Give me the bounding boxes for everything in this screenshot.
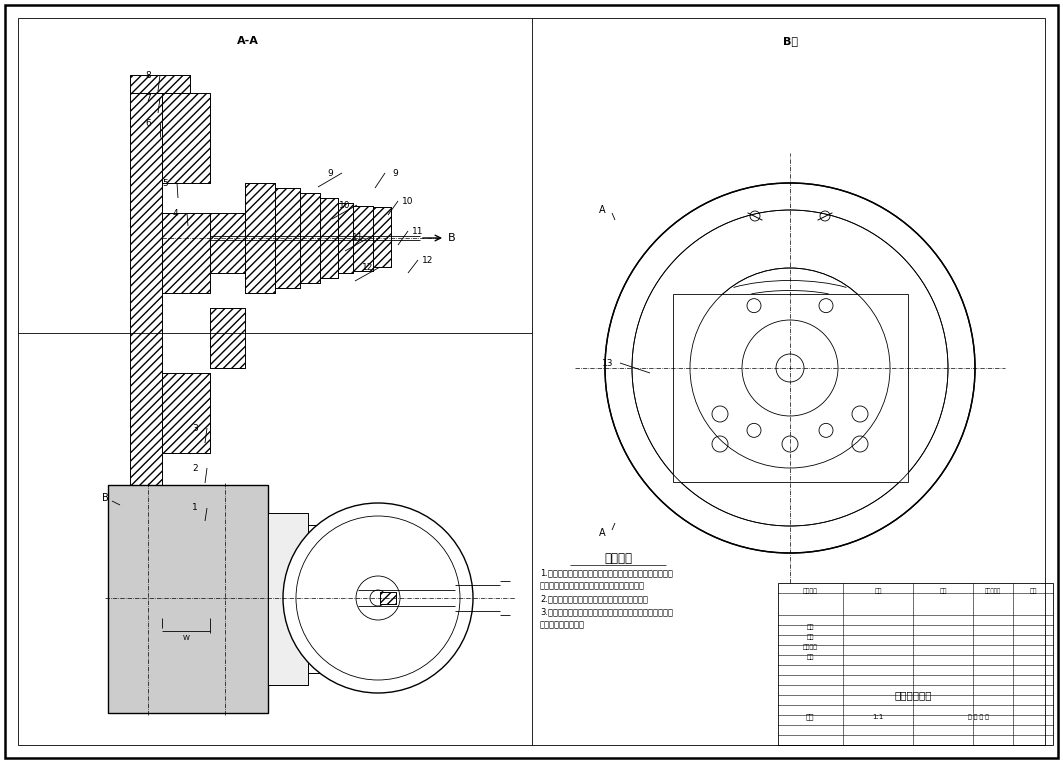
- Text: 11: 11: [412, 227, 424, 236]
- Bar: [108, 485, 268, 713]
- Circle shape: [283, 503, 473, 693]
- Bar: [130, 600, 190, 618]
- Text: B向: B向: [782, 36, 797, 46]
- Bar: [336, 535, 358, 663]
- Bar: [320, 198, 338, 278]
- Text: 2: 2: [192, 463, 198, 472]
- Text: 工艺审查: 工艺审查: [803, 644, 817, 650]
- Bar: [338, 203, 353, 273]
- Bar: [244, 183, 275, 293]
- Text: 10: 10: [402, 197, 414, 205]
- Text: 共 张 第 张: 共 张 第 张: [967, 714, 989, 720]
- Text: 1.零件去除铁锈及氧化皮前清洗干净，不得有毛刺、飞边、: 1.零件去除铁锈及氧化皮前清洗干净，不得有毛刺、飞边、: [540, 568, 673, 578]
- Bar: [130, 75, 190, 93]
- Text: 4: 4: [172, 208, 178, 217]
- Bar: [300, 193, 320, 283]
- Bar: [308, 525, 336, 673]
- Text: 12: 12: [362, 262, 374, 272]
- Bar: [778, 583, 1053, 745]
- Bar: [162, 373, 210, 453]
- Text: 材料标记: 材料标记: [803, 588, 817, 594]
- Bar: [373, 207, 391, 267]
- Text: 5: 5: [163, 179, 168, 188]
- Bar: [300, 193, 320, 283]
- Text: 9: 9: [327, 169, 333, 178]
- Text: 11: 11: [352, 233, 364, 242]
- Bar: [210, 213, 244, 273]
- Text: 7: 7: [146, 94, 151, 102]
- Text: 校核: 校核: [806, 634, 814, 640]
- Bar: [210, 308, 244, 368]
- Bar: [210, 213, 244, 273]
- Bar: [373, 207, 391, 267]
- Bar: [353, 206, 373, 271]
- Bar: [379, 592, 396, 604]
- Text: 9: 9: [392, 169, 398, 178]
- Text: 签名: 签名: [1029, 588, 1036, 594]
- Bar: [673, 294, 908, 482]
- Bar: [130, 75, 190, 93]
- Text: 批准: 批准: [806, 654, 814, 660]
- Text: 氧化皮、锈蚀、切屑、油污、着色剂和锈蚀等。: 氧化皮、锈蚀、切屑、油污、着色剂和锈蚀等。: [540, 581, 645, 591]
- Text: 8: 8: [146, 70, 151, 79]
- Text: 分区: 分区: [940, 588, 947, 594]
- Text: 2.装配过渡中零件不允许磕、碰、划伤和锈蚀。: 2.装配过渡中零件不允许磕、碰、划伤和锈蚀。: [540, 594, 647, 604]
- Bar: [162, 373, 210, 453]
- Text: 比例: 比例: [806, 713, 814, 720]
- Bar: [336, 535, 358, 663]
- Text: 12: 12: [422, 256, 434, 265]
- Bar: [308, 525, 336, 673]
- Text: 13: 13: [603, 359, 613, 368]
- Bar: [244, 183, 275, 293]
- Text: 处数: 处数: [874, 588, 881, 594]
- Bar: [320, 198, 338, 278]
- Text: 1: 1: [192, 504, 198, 513]
- Text: 更改文件号: 更改文件号: [985, 588, 1001, 594]
- Text: A: A: [598, 205, 605, 215]
- Text: 3.规定拧紧力矩要求的紧固件，必须采用力矩扳手，并按规: 3.规定拧紧力矩要求的紧固件，必须采用力矩扳手，并按规: [540, 607, 673, 617]
- Bar: [108, 485, 268, 713]
- Bar: [162, 510, 210, 600]
- Bar: [162, 213, 210, 293]
- Bar: [353, 206, 373, 271]
- Bar: [162, 93, 210, 183]
- Text: 6: 6: [146, 118, 151, 127]
- Text: 10: 10: [339, 201, 351, 210]
- Text: B: B: [102, 493, 108, 503]
- Bar: [275, 188, 300, 288]
- Text: 设计: 设计: [806, 624, 814, 629]
- Bar: [162, 213, 210, 293]
- Bar: [275, 188, 300, 288]
- Text: 扇形齿轮夹具: 扇形齿轮夹具: [894, 690, 932, 700]
- Text: 技术要求: 技术要求: [604, 552, 632, 565]
- Text: 3: 3: [192, 423, 198, 433]
- Bar: [162, 510, 210, 600]
- Bar: [379, 592, 396, 604]
- Text: 1:1: 1:1: [873, 714, 883, 720]
- Text: B: B: [448, 233, 456, 243]
- Bar: [130, 600, 190, 618]
- Bar: [268, 513, 308, 685]
- Bar: [268, 513, 308, 685]
- Bar: [338, 203, 353, 273]
- Bar: [162, 93, 210, 183]
- Text: A: A: [598, 528, 605, 538]
- Text: 定的拧紧力矩固紧。: 定的拧紧力矩固紧。: [540, 620, 585, 629]
- Bar: [210, 308, 244, 368]
- Bar: [130, 88, 162, 618]
- Bar: [130, 88, 162, 618]
- Text: W: W: [183, 635, 189, 641]
- Text: A-A: A-A: [237, 36, 259, 46]
